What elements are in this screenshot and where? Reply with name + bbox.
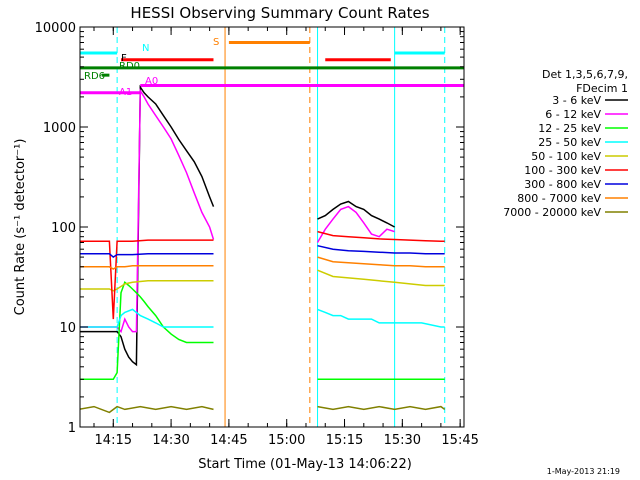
x-tick-label-2: 14:45	[210, 433, 247, 448]
legend-label-800-7000-kev: 800 - 7000 keV	[517, 192, 601, 205]
y-tick-label-4: 10000	[35, 21, 76, 36]
series-line-100-300-kev-1	[317, 230, 445, 243]
series-line-6-12-kev-1	[316, 205, 395, 243]
series-lines	[80, 84, 446, 414]
series-line-800-7000-kev-1	[317, 256, 445, 268]
x-tick-label-6: 15:45	[441, 433, 478, 448]
series-line-300-800-kev-0	[80, 253, 214, 259]
series-line-100-300-kev-0	[80, 239, 214, 320]
legend-label-100-300-kev: 100 - 300 keV	[524, 164, 601, 177]
x-axis-label: Start Time (01-May-13 14:06:22)	[198, 457, 412, 472]
series-line-12-25-kev-0	[80, 281, 214, 381]
flag-bars	[80, 40, 464, 95]
y-axis-label: Count Rate (s⁻¹ detector⁻¹)	[13, 139, 28, 316]
flag-label-s: S	[213, 37, 219, 48]
chart-title: HESSI Observing Summary Count Rates	[130, 4, 429, 22]
x-tick-label-0: 14:15	[95, 433, 132, 448]
flag-label-f: F	[121, 53, 127, 64]
flag-label-rd0: RD0	[119, 61, 140, 72]
axis-ticks: 14:15 14:30 14:45 15:00 15:15 15:30 15:45 1 10 10…	[35, 21, 479, 448]
series-line-50-100-kev-1	[317, 269, 445, 287]
series-line-3-6-kev-0	[80, 84, 215, 367]
legend-header-0: Det 1,3,5,6,7,9,	[542, 68, 628, 81]
flag-label-n: N	[142, 43, 149, 54]
time-markers	[116, 27, 446, 427]
series-line-7000-20000-kev-1	[317, 405, 446, 411]
legend-label-6-12-kev: 6 - 12 keV	[545, 108, 601, 121]
series-line-300-800-kev-1	[317, 244, 445, 255]
timestamp: 1-May-2013 21:19	[547, 467, 620, 476]
legend-label-25-50-kev: 25 - 50 keV	[538, 136, 601, 149]
y-tick-label-3: 1000	[43, 121, 76, 136]
legend-label-7000-20000-kev: 7000 - 20000 keV	[503, 206, 601, 219]
legend-label-12-25-kev: 12 - 25 keV	[538, 122, 601, 135]
y-tick-label-0: 1	[68, 421, 76, 436]
flag-label-rd6: RD6	[84, 71, 105, 82]
flag-label-a0: A0	[145, 76, 158, 87]
series-line-800-7000-kev-0	[80, 264, 214, 270]
x-tick-label-4: 15:15	[326, 433, 363, 448]
series-line-25-50-kev-1	[317, 308, 445, 328]
x-tick-label-5: 15:30	[384, 433, 421, 448]
legend-header-1: FDecim 1	[576, 82, 628, 95]
legend-label-3-6-kev: 3 - 6 keV	[552, 94, 601, 107]
x-tick-label-3: 15:00	[268, 433, 305, 448]
series-line-50-100-kev-0	[80, 280, 214, 292]
y-tick-label-2: 100	[51, 221, 76, 236]
legend-label-300-800-kev: 300 - 800 keV	[524, 178, 601, 191]
y-tick-label-1: 10	[59, 321, 76, 336]
x-tick-label-1: 14:30	[152, 433, 189, 448]
series-line-25-50-kev-0	[80, 308, 214, 328]
flag-label-a1: A1	[119, 87, 132, 98]
series-line-3-6-kev-1	[317, 200, 395, 228]
series-line-7000-20000-kev-0	[80, 405, 214, 414]
legend-label-50-100-kev: 50 - 100 keV	[531, 150, 601, 163]
